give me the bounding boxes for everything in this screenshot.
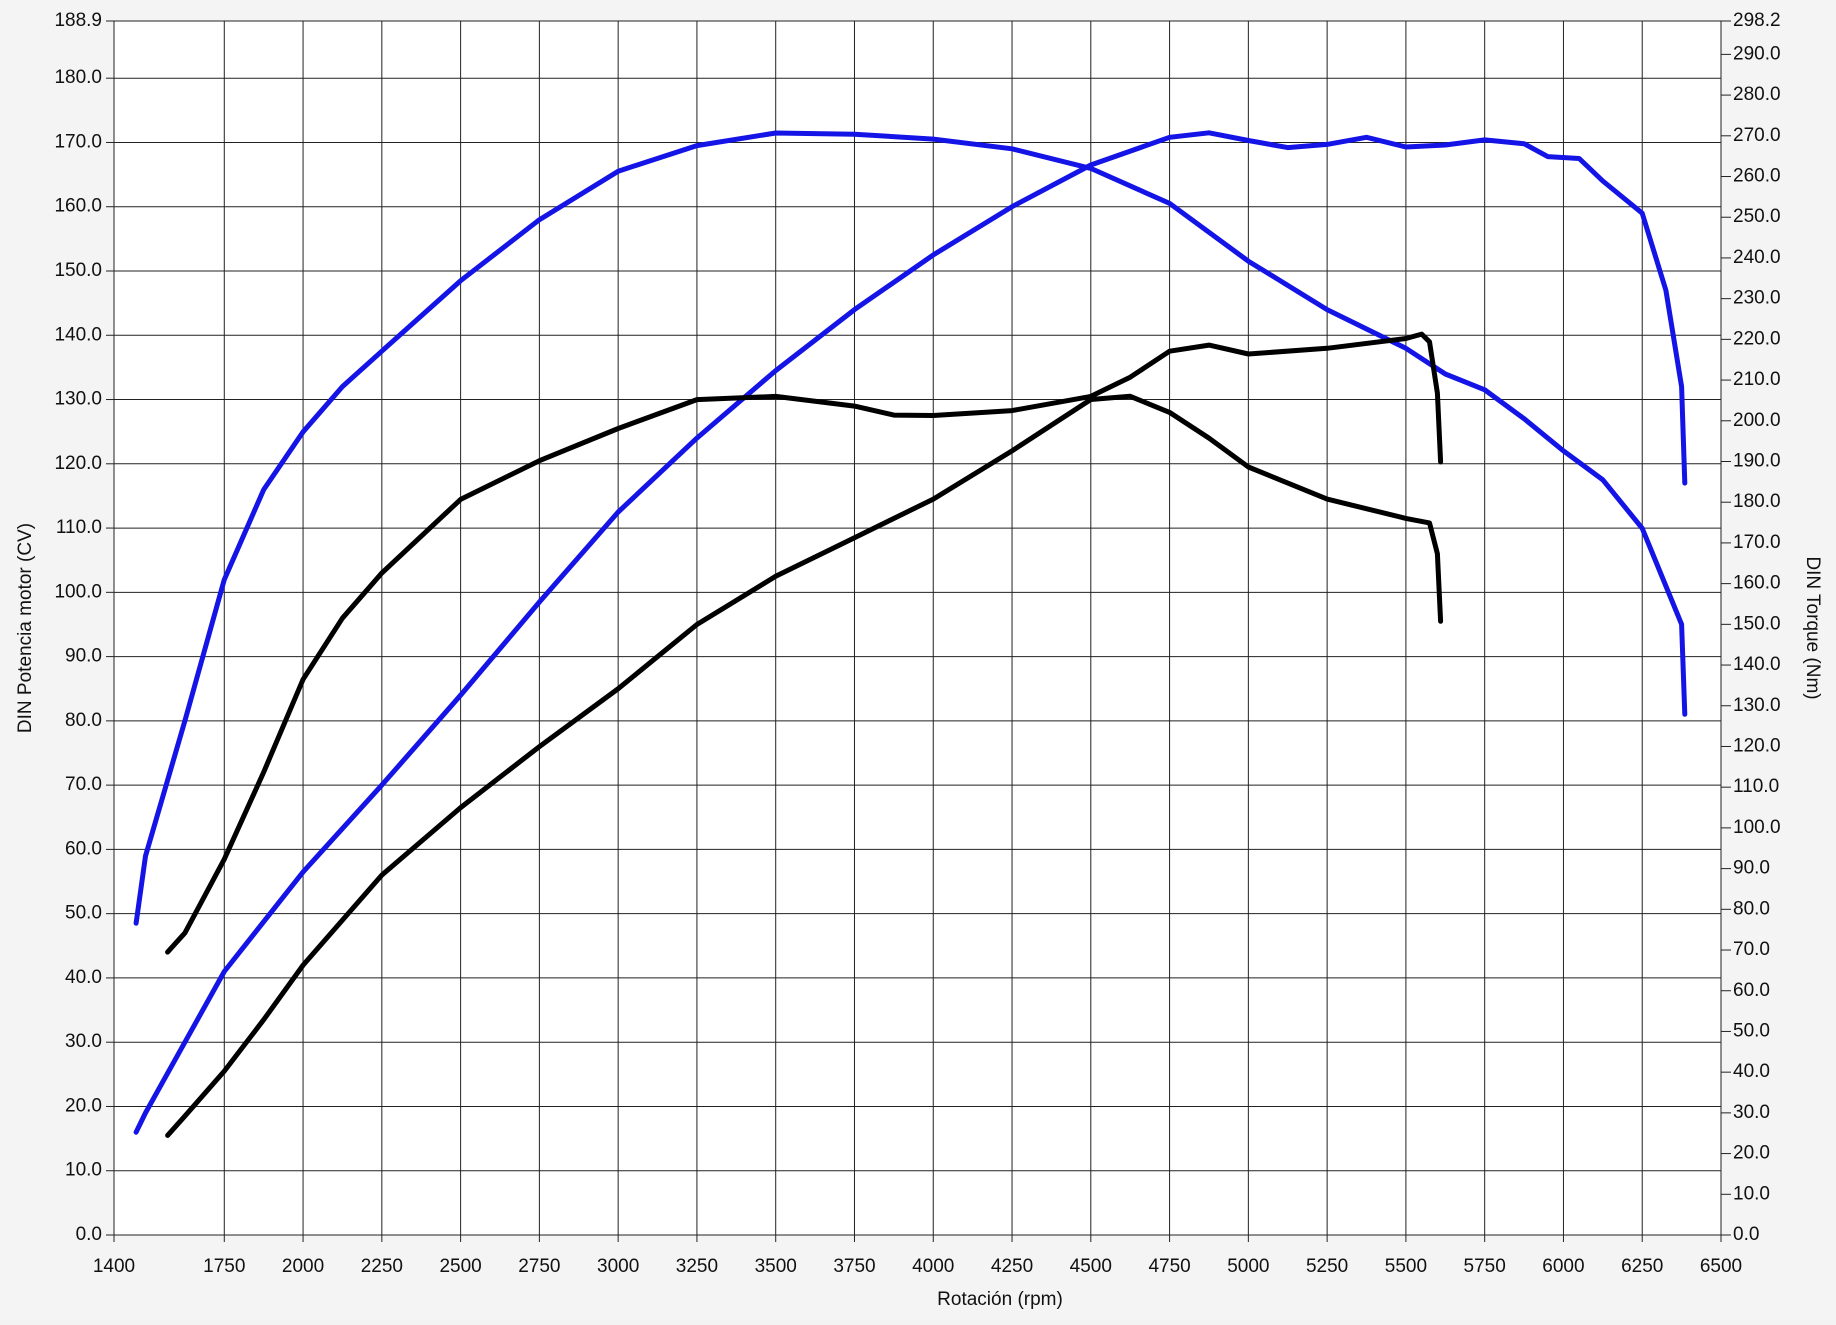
y-tick-label: 70.0: [65, 774, 102, 795]
y2-tick-label: 200.0: [1733, 410, 1781, 431]
series-line: [165, 393, 1444, 1138]
y2-tick-label: 290.0: [1733, 43, 1781, 64]
y2-tick-label: 150.0: [1733, 613, 1781, 634]
x-tick-label: 3250: [676, 1256, 718, 1277]
y2-tick-label: 90.0: [1733, 858, 1770, 879]
y-tick-label: 30.0: [65, 1031, 102, 1052]
x-tick-label: 6500: [1700, 1256, 1742, 1277]
x-tick-label: 2250: [361, 1256, 403, 1277]
y2-tick-label: 80.0: [1733, 898, 1770, 919]
y-tick-label: 130.0: [54, 389, 102, 410]
y2-tick-label: 20.0: [1733, 1143, 1770, 1164]
y2-tick-label: 70.0: [1733, 939, 1770, 960]
y-tick-label: 110.0: [56, 517, 102, 538]
y-tick-label: 0.0: [76, 1224, 102, 1245]
y2-tick-label: 270.0: [1733, 125, 1781, 146]
y-axis-title: DIN Potencia motor (CV): [15, 523, 36, 733]
y2-tick-label: 140.0: [1733, 654, 1781, 675]
y2-tick-label: 240.0: [1733, 247, 1781, 268]
y-tick-label: 150.0: [54, 260, 102, 281]
y-tick-label: 188.9: [54, 10, 102, 31]
y2-tick-label: 250.0: [1733, 206, 1781, 227]
y-tick-label: 140.0: [54, 324, 102, 345]
y-tick-label: 100.0: [54, 581, 102, 602]
y2-tick-label: 298.2: [1733, 10, 1781, 31]
y2-tick-label: 180.0: [1733, 491, 1781, 512]
y2-axis-title: DIN Torque (Nm): [1802, 556, 1823, 699]
plot-area: [114, 21, 1721, 1235]
x-tick-label: 1400: [93, 1256, 135, 1277]
x-tick-label: 5000: [1227, 1256, 1269, 1277]
y-tick-label: 50.0: [65, 903, 102, 924]
x-tick-label: 5500: [1385, 1256, 1427, 1277]
y2-tick-label: 160.0: [1733, 573, 1781, 594]
x-tick-label: 1750: [203, 1256, 245, 1277]
x-tick-label: 2750: [518, 1256, 560, 1277]
y2-tick-label: 130.0: [1733, 695, 1781, 716]
y2-tick-label: 220.0: [1733, 328, 1781, 349]
y-tick-label: 90.0: [65, 646, 102, 667]
y-tick-label: 160.0: [54, 196, 102, 217]
x-tick-label: 5750: [1464, 1256, 1506, 1277]
x-tick-label: 4750: [1148, 1256, 1190, 1277]
plot-frame: [113, 20, 1722, 1236]
y-tick-label: 40.0: [65, 967, 102, 988]
y-tick-label: 180.0: [54, 67, 102, 88]
y2-tick-label: 60.0: [1733, 980, 1770, 1001]
x-tick-label: 4000: [912, 1256, 954, 1277]
y2-tick-label: 230.0: [1733, 288, 1781, 309]
x-tick-label: 6250: [1621, 1256, 1663, 1277]
series-line: [165, 331, 1444, 955]
y2-tick-label: 40.0: [1733, 1061, 1770, 1082]
x-tick-label: 5250: [1306, 1256, 1348, 1277]
y2-tick-label: 280.0: [1733, 84, 1781, 105]
y-tick-label: 120.0: [54, 453, 102, 474]
y-tick-label: 10.0: [65, 1160, 102, 1181]
x-axis-title: Rotación (rpm): [937, 1289, 1063, 1310]
y2-tick-label: 120.0: [1733, 735, 1781, 756]
y2-tick-label: 190.0: [1733, 451, 1781, 472]
y2-tick-label: 110.0: [1733, 776, 1779, 797]
x-tick-label: 4500: [1070, 1256, 1112, 1277]
y2-tick-label: 50.0: [1733, 1020, 1770, 1041]
series-line: [133, 130, 1688, 1135]
x-tick-label: 3000: [597, 1256, 639, 1277]
y2-tick-label: 0.0: [1733, 1224, 1759, 1245]
y-tick-label: 170.0: [54, 131, 102, 152]
y2-tick-label: 10.0: [1733, 1183, 1770, 1204]
y2-tick-label: 210.0: [1733, 369, 1781, 390]
x-tick-label: 2500: [439, 1256, 481, 1277]
y-tick-label: 60.0: [65, 838, 102, 859]
y2-tick-label: 100.0: [1733, 817, 1781, 838]
x-tick-label: 3500: [755, 1256, 797, 1277]
y2-tick-label: 170.0: [1733, 532, 1781, 553]
x-tick-label: 4250: [991, 1256, 1033, 1277]
x-tick-label: 3750: [833, 1256, 875, 1277]
y-tick-label: 80.0: [65, 710, 102, 731]
y2-tick-label: 30.0: [1733, 1102, 1770, 1123]
x-tick-label: 2000: [282, 1256, 324, 1277]
series-line: [133, 130, 1688, 926]
y2-tick-label: 260.0: [1733, 166, 1781, 187]
y-tick-label: 20.0: [65, 1095, 102, 1116]
x-tick-label: 6000: [1542, 1256, 1584, 1277]
